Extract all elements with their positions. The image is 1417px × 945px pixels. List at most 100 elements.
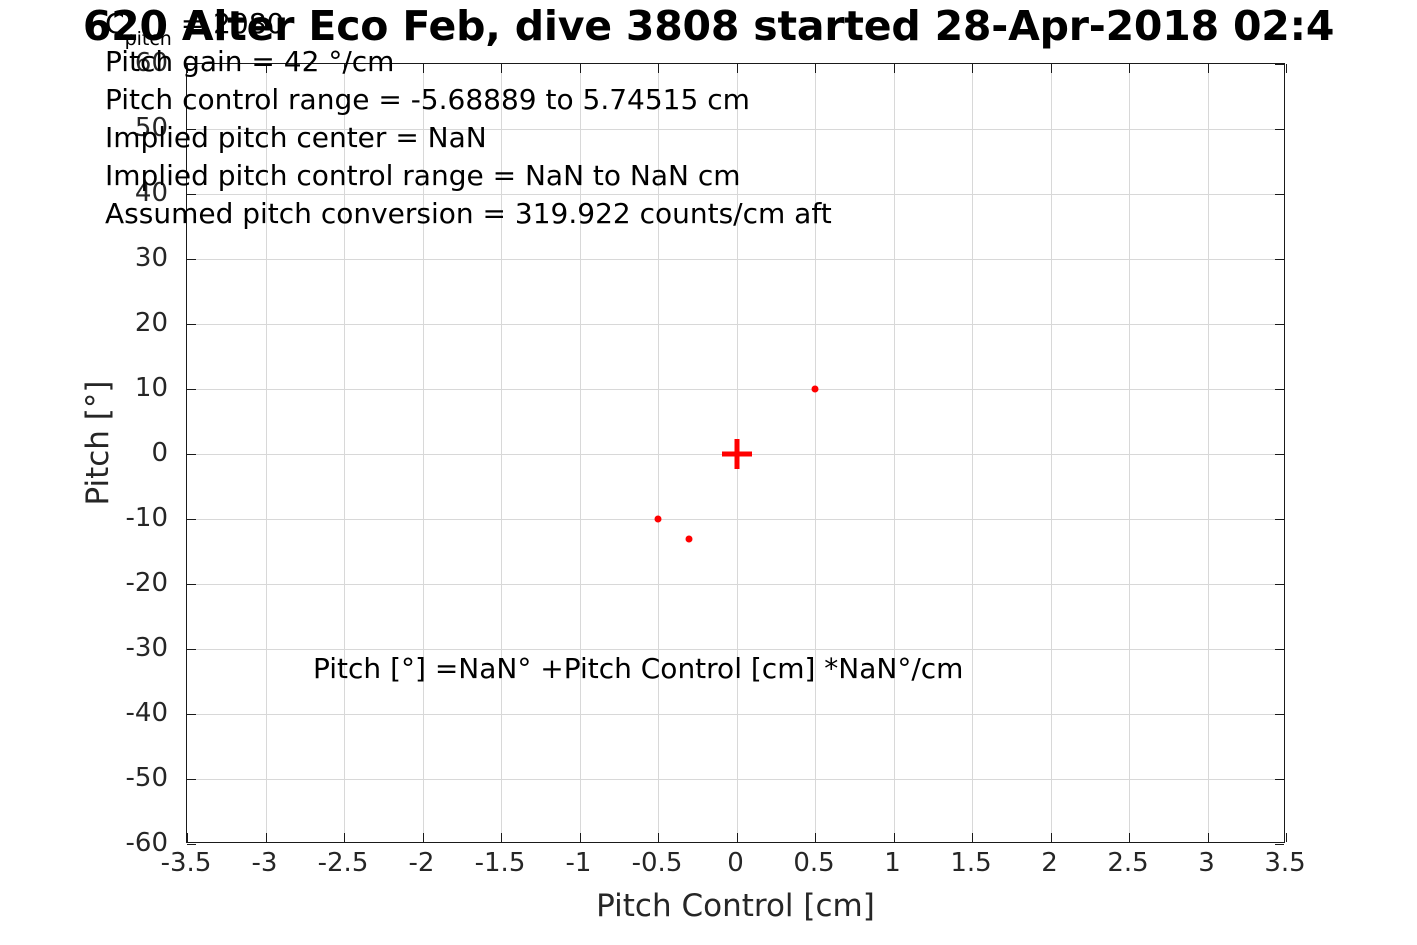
x-axis-tick-top [1207, 64, 1209, 73]
annotation-text-block: Cpitch = 2080 Pitch gain = 42 °/cm Pitch… [105, 5, 832, 233]
x-axis-tick [422, 833, 424, 842]
y-axis-tick [187, 584, 196, 586]
gridline-horizontal [187, 779, 1284, 780]
y-axis-tick [187, 649, 196, 651]
gridline-horizontal [187, 129, 1284, 130]
x-axis-tick [736, 833, 738, 842]
y-axis-tick [187, 519, 196, 521]
chart-title: 620 Alter Eco Feb, dive 3808 started 28-… [82, 2, 1335, 50]
y-axis-tick-right [1275, 779, 1284, 781]
x-tick-label: 1.5 [950, 848, 992, 878]
y-tick-label: -10 [125, 503, 168, 533]
y-axis-tick-right [1275, 584, 1284, 586]
y-tick-label: 10 [134, 373, 168, 403]
gridline-vertical [972, 64, 973, 842]
x-axis-tick-top [972, 64, 974, 73]
annotation-line-cpitch: Cpitch = 2080 [105, 5, 832, 50]
data-point-dot [685, 535, 693, 542]
y-axis-tick-right [1275, 64, 1284, 66]
x-axis-tick-top [422, 64, 424, 73]
y-axis-tick-right [1275, 129, 1284, 131]
x-axis-tick-top [187, 64, 189, 73]
x-tick-label: 1 [884, 848, 901, 878]
x-axis-tick [344, 833, 346, 842]
plus-vertical-bar [734, 439, 739, 469]
x-axis-tick [815, 833, 817, 842]
x-axis-tick [1286, 833, 1288, 842]
gridline-vertical [501, 64, 502, 842]
x-axis-tick-top [1286, 64, 1288, 73]
annotation-line-pitch-gain: Pitch gain = 42 °/cm [105, 45, 395, 78]
x-tick-label: -3.5 [160, 848, 212, 878]
x-axis-tick-top [344, 64, 346, 73]
x-tick-label: 0 [727, 848, 744, 878]
y-axis-tick [187, 259, 196, 261]
y-axis-tick-right [1275, 714, 1284, 716]
gridline-horizontal [187, 714, 1284, 715]
x-axis-tick-top [501, 64, 503, 73]
x-axis-tick-top [658, 64, 660, 73]
x-tick-label: 3 [1198, 848, 1215, 878]
x-axis-tick [265, 833, 267, 842]
x-tick-label: -1.5 [474, 848, 526, 878]
plot-axes [186, 63, 1288, 846]
y-axis-tick [187, 454, 196, 456]
y-axis-tick [187, 714, 196, 716]
x-axis-tick-top [815, 64, 817, 73]
x-axis-tick-top [265, 64, 267, 73]
gridline-horizontal [187, 194, 1284, 195]
y-tick-label: 40 [134, 178, 168, 208]
x-axis-tick [1207, 833, 1209, 842]
y-axis-tick [187, 324, 196, 326]
gridline-horizontal [187, 519, 1284, 520]
gridline-vertical [344, 64, 345, 842]
y-tick-label: -60 [125, 828, 168, 858]
x-tick-label: 2 [1041, 848, 1058, 878]
x-axis-tick [501, 833, 503, 842]
y-axis-tick-right [1275, 259, 1284, 261]
y-tick-label: 50 [134, 113, 168, 143]
y-tick-label: 60 [134, 48, 168, 78]
x-axis-tick [187, 833, 189, 842]
gridline-horizontal [187, 259, 1284, 260]
annotation-line-implied-range: Implied pitch control range = NaN to NaN… [105, 159, 741, 192]
x-tick-label: -2 [408, 848, 435, 878]
data-point-plus-marker [721, 439, 752, 469]
data-point-dot [811, 385, 819, 393]
gridline-horizontal [187, 324, 1284, 325]
gridline-vertical [815, 64, 816, 842]
y-tick-label: -50 [125, 763, 168, 793]
x-tick-label: -1 [565, 848, 592, 878]
y-tick-label: 0 [151, 438, 168, 468]
y-axis-tick [187, 844, 196, 846]
x-tick-label: -2.5 [317, 848, 369, 878]
data-point-dot [654, 515, 662, 523]
gridline-horizontal [187, 584, 1284, 585]
gridline-vertical [893, 64, 895, 842]
y-tick-label: 30 [134, 243, 168, 273]
cpitch-symbol: C [105, 7, 125, 40]
y-axis-tick-right [1275, 194, 1284, 196]
gridline-vertical [1050, 64, 1052, 842]
y-tick-label: 20 [134, 308, 168, 338]
x-axis-tick [579, 833, 581, 842]
y-axis-tick-right [1275, 324, 1284, 326]
y-tick-label: -40 [125, 698, 168, 728]
x-axis-tick-top [893, 64, 895, 73]
gridline-horizontal [187, 389, 1284, 390]
y-tick-label: -30 [125, 633, 168, 663]
y-axis-tick-right [1275, 649, 1284, 651]
equation-annotation: Pitch [°] =NaN° +Pitch Control [cm] *NaN… [313, 652, 964, 685]
y-axis-tick [187, 389, 196, 391]
y-axis-tick [187, 194, 196, 196]
x-tick-label: 3.5 [1264, 848, 1306, 878]
annotation-line-implied-center: Implied pitch center = NaN [105, 121, 487, 154]
gridline-vertical [1129, 64, 1130, 842]
x-axis-tick [1050, 833, 1052, 842]
annotation-line-control-range: Pitch control range = -5.68889 to 5.7451… [105, 83, 750, 116]
x-axis-tick-top [1129, 64, 1131, 73]
y-axis-tick [187, 779, 196, 781]
y-axis-tick-right [1275, 519, 1284, 521]
x-tick-label: 2.5 [1107, 848, 1149, 878]
